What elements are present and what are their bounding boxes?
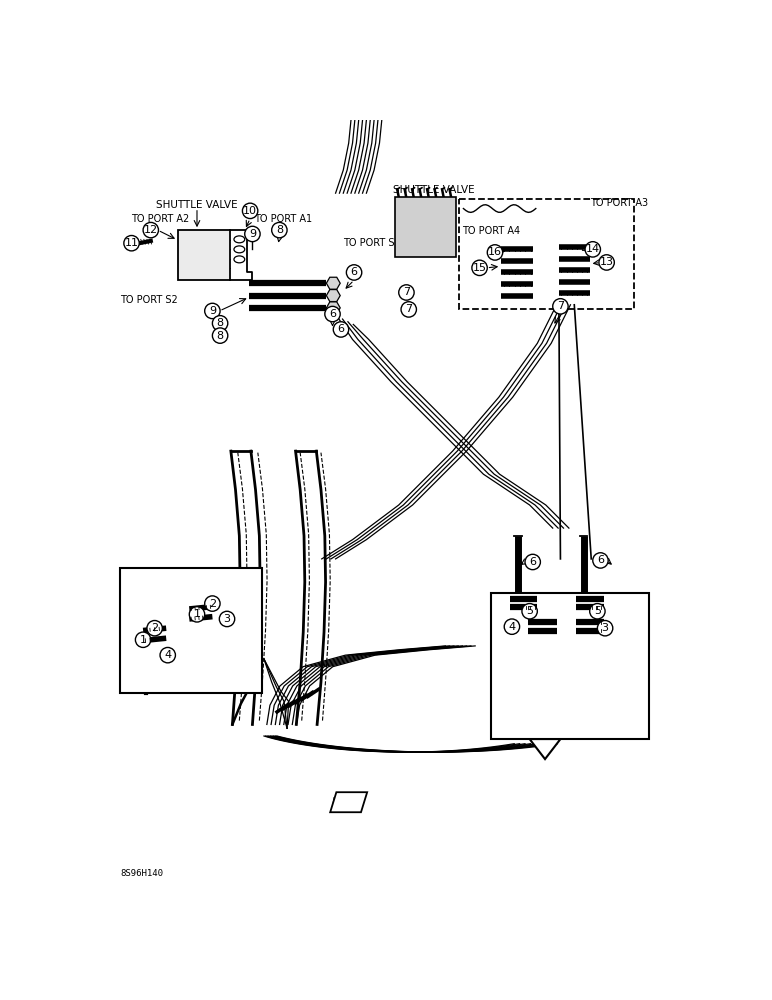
Circle shape xyxy=(487,245,503,260)
Bar xyxy=(491,593,649,739)
Circle shape xyxy=(599,255,615,270)
Text: 10: 10 xyxy=(243,206,257,216)
Text: 4: 4 xyxy=(508,622,516,632)
Bar xyxy=(459,199,635,309)
Text: 12: 12 xyxy=(144,225,157,235)
Circle shape xyxy=(219,611,235,627)
Circle shape xyxy=(212,316,228,331)
Text: 14: 14 xyxy=(586,244,600,254)
Text: 8S96H140: 8S96H140 xyxy=(120,869,163,878)
Circle shape xyxy=(212,328,228,343)
Text: 5: 5 xyxy=(527,606,533,616)
Text: 15: 15 xyxy=(472,263,486,273)
Ellipse shape xyxy=(234,236,245,243)
Text: 6: 6 xyxy=(350,267,357,277)
Circle shape xyxy=(242,203,258,219)
Circle shape xyxy=(598,620,613,636)
Text: 9: 9 xyxy=(209,306,216,316)
Text: 6: 6 xyxy=(337,324,344,334)
Circle shape xyxy=(522,604,537,619)
Text: 7: 7 xyxy=(403,287,410,297)
Circle shape xyxy=(593,553,608,568)
Text: TO PORT 1: TO PORT 1 xyxy=(126,587,181,597)
Circle shape xyxy=(504,619,520,634)
Bar xyxy=(178,230,230,280)
Ellipse shape xyxy=(234,246,245,253)
Circle shape xyxy=(205,303,220,319)
Text: 2: 2 xyxy=(209,599,216,609)
Circle shape xyxy=(325,306,340,322)
Text: 9: 9 xyxy=(249,229,256,239)
Text: 5: 5 xyxy=(594,606,601,616)
Circle shape xyxy=(124,235,139,251)
Circle shape xyxy=(347,265,362,280)
Bar xyxy=(395,197,456,257)
Circle shape xyxy=(401,302,416,317)
Circle shape xyxy=(398,285,414,300)
Text: TO PORT A1: TO PORT A1 xyxy=(254,214,312,224)
Text: TO PORT A2: TO PORT A2 xyxy=(130,214,189,224)
Text: TO PORT 4: TO PORT 4 xyxy=(177,574,232,584)
Circle shape xyxy=(525,554,540,570)
Text: 2: 2 xyxy=(151,623,158,633)
Ellipse shape xyxy=(234,256,245,263)
Text: TO PORT A3: TO PORT A3 xyxy=(590,198,648,208)
Circle shape xyxy=(143,222,158,238)
Polygon shape xyxy=(530,739,560,759)
Text: 8: 8 xyxy=(216,318,224,328)
Circle shape xyxy=(205,596,220,611)
Circle shape xyxy=(334,322,349,337)
Circle shape xyxy=(585,242,601,257)
Text: SHUTTLE VALVE: SHUTTLE VALVE xyxy=(156,200,238,210)
Text: SHUTTLE VALVE: SHUTTLE VALVE xyxy=(394,185,475,195)
Text: 4: 4 xyxy=(164,650,171,660)
Text: 3: 3 xyxy=(601,623,608,633)
Circle shape xyxy=(135,632,151,647)
Polygon shape xyxy=(330,792,367,812)
Text: 6: 6 xyxy=(329,309,336,319)
Circle shape xyxy=(147,620,162,636)
Text: 8: 8 xyxy=(276,225,283,235)
Text: 8: 8 xyxy=(216,331,224,341)
Text: TO PORT S1: TO PORT S1 xyxy=(344,238,401,248)
Circle shape xyxy=(160,647,175,663)
Text: 1: 1 xyxy=(140,635,147,645)
Text: FRONT: FRONT xyxy=(332,797,365,807)
Circle shape xyxy=(189,607,205,622)
Text: TO PORT S2: TO PORT S2 xyxy=(120,295,178,305)
Text: TO PORT A4: TO PORT A4 xyxy=(462,226,520,236)
Circle shape xyxy=(590,604,605,619)
Circle shape xyxy=(553,299,568,314)
Text: 13: 13 xyxy=(600,257,614,267)
Text: 7: 7 xyxy=(557,301,564,311)
Circle shape xyxy=(472,260,487,276)
Text: 11: 11 xyxy=(124,238,138,248)
Text: 6: 6 xyxy=(597,555,604,565)
Text: 6: 6 xyxy=(530,557,537,567)
Circle shape xyxy=(272,222,287,238)
Bar xyxy=(120,568,262,693)
Circle shape xyxy=(245,226,260,242)
Text: 1: 1 xyxy=(194,609,201,619)
Text: 3: 3 xyxy=(224,614,231,624)
Text: 16: 16 xyxy=(488,247,502,257)
Text: 7: 7 xyxy=(405,304,412,314)
